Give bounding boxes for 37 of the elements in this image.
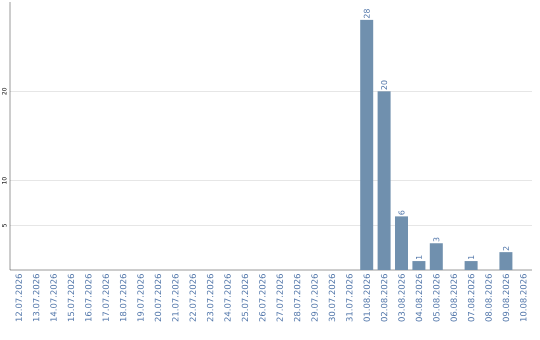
x-tick-label: 15.07.2026	[68, 274, 74, 322]
bar	[464, 261, 478, 270]
bar	[360, 20, 374, 270]
x-tick-label: 24.07.2026	[224, 274, 231, 322]
bar	[499, 252, 512, 270]
x-tick-label: 08.08.2026	[485, 274, 492, 322]
x-tick-label: 25.07.2026	[242, 274, 248, 322]
x-tick-label: 21.07.2026	[172, 274, 179, 322]
x-tick-label: 14.07.2026	[50, 274, 57, 322]
x-tick-label: 02.08.2026	[380, 274, 388, 322]
x-tick-label: 16.07.2026	[85, 274, 92, 322]
bar	[378, 91, 391, 270]
x-tick-label: 27.07.2026	[276, 274, 283, 322]
x-tick-label: 07.08.2026	[468, 274, 474, 322]
x-tick-label: 10.08.2026	[520, 274, 527, 322]
x-tick-label: 26.07.2026	[259, 274, 266, 322]
x-tick-label: 31.07.2026	[346, 274, 353, 322]
x-tick-label: 03.08.2026	[398, 274, 405, 322]
x-tick-label: 29.07.2026	[311, 274, 318, 322]
x-tick-label: 20.07.2026	[154, 274, 162, 322]
x-tick-label: 09.08.2026	[502, 274, 510, 322]
bar	[412, 261, 426, 270]
x-tick-label: 12.07.2026	[16, 274, 22, 322]
x-tick-label: 17.07.2026	[102, 274, 109, 322]
bar	[430, 243, 443, 270]
x-tick-label: 06.08.2026	[450, 274, 457, 322]
x-tick-label: 13.07.2026	[32, 274, 40, 322]
x-tick-label: 28.07.2026	[294, 274, 300, 322]
x-tick-label: 23.07.2026	[206, 274, 214, 322]
x-tick-label: 05.08.2026	[433, 274, 440, 322]
x-tick-label: 30.07.2026	[328, 274, 336, 322]
bar	[395, 216, 408, 270]
x-tick-label: 18.07.2026	[120, 274, 126, 322]
x-tick-label: 19.07.2026	[137, 274, 144, 322]
x-tick-label: 04.08.2026	[416, 274, 422, 322]
x-tick-label: 01.08.2026	[364, 274, 370, 322]
x-tick-label: 22.07.2026	[190, 274, 196, 322]
